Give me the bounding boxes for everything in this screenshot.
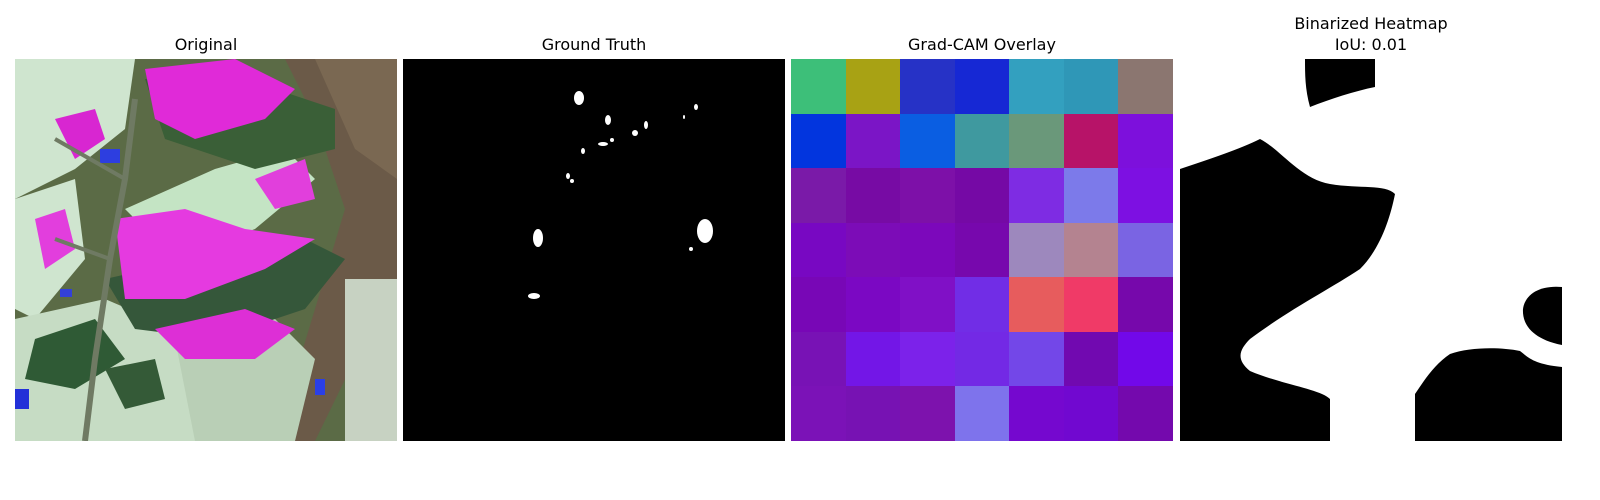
gradcam-cell xyxy=(1118,386,1173,441)
gradcam-cell xyxy=(955,168,1009,223)
gradcam-cell xyxy=(955,332,1009,386)
gradcam-cell xyxy=(791,223,846,277)
gradcam-cell xyxy=(955,114,1009,168)
gradcam-cell xyxy=(900,386,955,441)
gradcam-cell xyxy=(1064,277,1118,332)
gradcam-cell xyxy=(1118,168,1173,223)
gradcam-cell xyxy=(1118,114,1173,168)
gradcam-cell xyxy=(1009,386,1064,441)
gradcam-cell xyxy=(1064,114,1118,168)
gradcam-cell xyxy=(1064,59,1118,114)
gradcam-cell xyxy=(1009,223,1064,277)
gradcam-cell xyxy=(1118,332,1173,386)
gradcam-cell xyxy=(1064,386,1118,441)
gradcam-cell xyxy=(900,168,955,223)
panel-gradcam-overlay: Grad-CAM Overlay xyxy=(791,0,1173,500)
gradcam-cell xyxy=(900,114,955,168)
gradcam-cell xyxy=(1009,114,1064,168)
gradcam-cell xyxy=(1064,332,1118,386)
panel-title: Grad-CAM Overlay xyxy=(791,34,1173,55)
gradcam-cell xyxy=(791,114,846,168)
gradcam-cell xyxy=(1118,223,1173,277)
gradcam-cell xyxy=(1064,223,1118,277)
gradcam-cell xyxy=(846,386,900,441)
gradcam-cell xyxy=(1009,168,1064,223)
gradcam-cell xyxy=(791,386,846,441)
gradcam-cell xyxy=(1009,332,1064,386)
panel-binarized-heatmap: Binarized Heatmap IoU: 0.01 xyxy=(1180,0,1562,500)
panel-title: Original xyxy=(15,34,397,55)
gradcam-cell xyxy=(1009,277,1064,332)
gradcam-cell xyxy=(846,114,900,168)
gradcam-cell xyxy=(900,332,955,386)
gradcam-cell xyxy=(955,223,1009,277)
gradcam-cell xyxy=(900,59,955,114)
ground-truth-mask xyxy=(403,59,785,441)
gradcam-cell xyxy=(846,332,900,386)
gradcam-cell xyxy=(846,168,900,223)
gradcam-cell xyxy=(955,277,1009,332)
gradcam-cell xyxy=(955,59,1009,114)
gradcam-overlay-image xyxy=(791,59,1173,441)
panel-title: Binarized Heatmap xyxy=(1180,13,1562,34)
gradcam-cell xyxy=(955,386,1009,441)
gradcam-cell xyxy=(1009,59,1064,114)
panel-original: Original xyxy=(15,0,397,500)
original-leaf-image xyxy=(15,59,397,441)
panel-title: Ground Truth xyxy=(403,34,785,55)
gradcam-cell xyxy=(846,277,900,332)
gradcam-cell xyxy=(791,332,846,386)
gradcam-cell xyxy=(1064,168,1118,223)
gradcam-cell xyxy=(791,59,846,114)
gradcam-cell xyxy=(900,223,955,277)
binarized-heatmap-image xyxy=(1180,59,1562,441)
panel-ground-truth: Ground Truth xyxy=(403,0,785,500)
gradcam-cell xyxy=(791,168,846,223)
gradcam-cell xyxy=(900,277,955,332)
gradcam-cell xyxy=(791,277,846,332)
gradcam-cell xyxy=(1118,59,1173,114)
gradcam-cell xyxy=(846,59,900,114)
gradcam-cell xyxy=(846,223,900,277)
gradcam-cell xyxy=(1118,277,1173,332)
iou-label: IoU: 0.01 xyxy=(1180,34,1562,55)
